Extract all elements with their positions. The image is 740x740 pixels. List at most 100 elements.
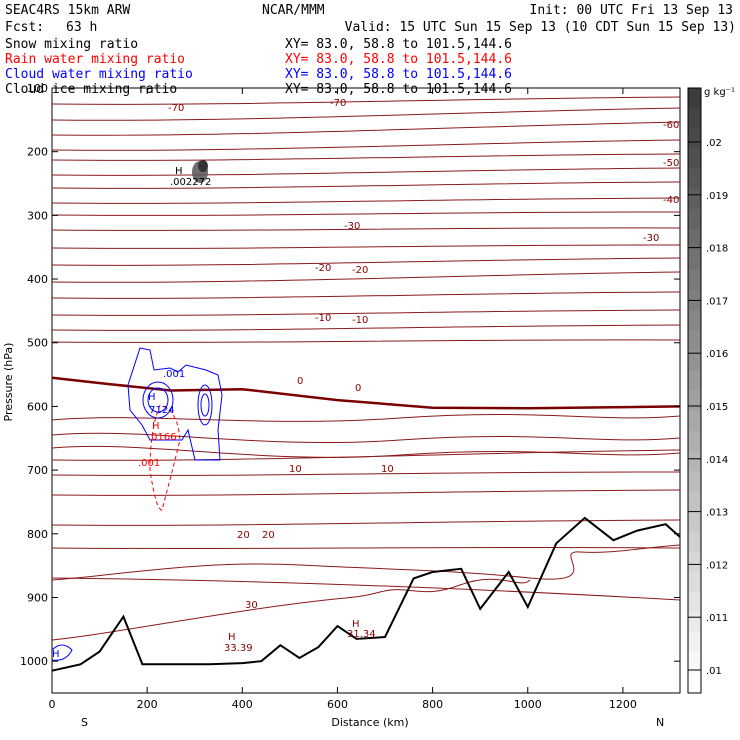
temperature-isotherm [51, 211, 681, 216]
colorbar-segment [688, 309, 701, 331]
isotherm-label: -30 [344, 221, 360, 232]
cloud-water-left-edge [51, 644, 73, 661]
isotherm-label: -10 [352, 315, 368, 326]
temperature-isotherm [51, 227, 681, 231]
x-tick-label: 800 [422, 698, 443, 711]
rain-water-outer [149, 404, 181, 511]
colorbar-segment [688, 350, 701, 371]
legend-cloudice-xy: XY= 83.0, 58.8 to 101.5,144.6 [285, 82, 512, 97]
fcst-value: 63 h [66, 20, 97, 35]
colorbar-segment [688, 632, 701, 654]
snow-max-value: .002272 [170, 177, 211, 188]
snow-core [198, 160, 208, 172]
temperature-isotherm [51, 96, 681, 105]
north-end-label: N [656, 716, 664, 729]
legend: Snow mixing ratio XY= 83.0, 58.8 to 101.… [5, 37, 512, 97]
colorbar-segment [688, 209, 701, 230]
colorbar-segment [688, 592, 701, 613]
colorbar: .02 .019 .018 .017 .016 .015 .014 .013 .012 .011.… [687, 87, 728, 694]
temperature-isotherm [51, 181, 681, 189]
y-tick-label: 500 [27, 337, 48, 350]
y-tick-label: 700 [27, 464, 48, 477]
temperature-isotherm [51, 578, 531, 641]
south-end-label: S [81, 716, 88, 729]
colorbar-tick-label: .018 [706, 244, 728, 255]
isotherm-label: 0 [297, 376, 303, 387]
colorbar-tick-label: .017 [706, 296, 728, 307]
isotherm-label: 20 [262, 530, 275, 541]
isotherm-label: -50 [663, 158, 679, 169]
colorbar-segment [688, 128, 701, 149]
colorbar-tick-label: .012 [706, 560, 728, 571]
cloud-water-inner-3 [197, 384, 213, 426]
colorbar-segment [688, 88, 701, 109]
temperature-isotherm [51, 167, 681, 176]
temperature-isotherm [51, 244, 681, 249]
temperature-contours [51, 96, 681, 641]
x-axis: 0 200 400 600 800 1000 1200 [49, 88, 637, 711]
colorbar-segment [688, 188, 701, 210]
pressure-max-2-value: 31.34 [347, 629, 376, 640]
isotherm-label: -20 [315, 263, 331, 274]
pressure-max-1-marker: H [228, 632, 236, 643]
temperature-labels: -70 -70 -60 -50 -40 -30 -30 -20 -20 -10 -10 0 0 10 10 2… [168, 98, 679, 611]
isotherm-label: -60 [663, 120, 679, 131]
y-tick-label: 900 [27, 591, 48, 604]
zero-isotherm [51, 376, 681, 410]
colorbar-frame [687, 87, 702, 694]
legend-cloudwater-xy: XY= 83.0, 58.8 to 101.5,144.6 [285, 67, 512, 82]
rain-water-contours [149, 404, 181, 511]
colorbar-tick-label: .01 [706, 666, 722, 677]
colorbar-segment [688, 531, 701, 553]
legend-rain-label: Rain water mixing ratio [5, 52, 185, 67]
temperature-isotherm [51, 445, 681, 458]
legend-rain-xy: XY= 83.0, 58.8 to 101.5,144.6 [285, 52, 512, 67]
init-time: Init: 00 UTC Fri 13 Sep 13 [530, 3, 734, 18]
colorbar-tick-label: .02 [706, 138, 722, 149]
colorbar-tick-label: .013 [706, 508, 728, 519]
colorbar-segment [688, 511, 701, 533]
colorbar-tick-label: .015 [706, 402, 728, 413]
y-tick-label: 100 [27, 82, 48, 95]
isotherm-label: -70 [330, 98, 346, 109]
colorbar-segment [688, 249, 701, 270]
temperature-isotherm [51, 546, 681, 550]
colorbar-tick-label: .011 [706, 613, 728, 624]
colorbar-tick-label: .016 [706, 349, 728, 360]
snow-maximum [192, 160, 208, 183]
y-axis-title: Pressure (hPa) [2, 343, 15, 422]
cloud-water-contour-label: .001 [163, 369, 185, 380]
plot-frame [51, 87, 681, 694]
isotherm-label: 20 [237, 530, 250, 541]
colorbar-segment [688, 551, 701, 573]
y-tick-label: 400 [27, 273, 48, 286]
colorbar-segment [688, 410, 701, 432]
isotherm-label: -40 [663, 195, 679, 206]
x-tick-label: 400 [232, 698, 253, 711]
temperature-isotherm [51, 324, 681, 331]
terrain-line [51, 516, 681, 672]
x-tick-label: 600 [327, 698, 348, 711]
colorbar-segment [688, 390, 701, 412]
y-tick-label: 1000 [20, 655, 48, 668]
temperature-isotherm [51, 257, 681, 266]
colorbar-segment [688, 471, 701, 492]
temperature-isotherm [51, 413, 681, 422]
center-label: NCAR/MMM [262, 3, 325, 18]
colorbar-segment [688, 612, 701, 633]
colorbar-segment [688, 652, 701, 674]
legend-snow-xy: XY= 83.0, 58.8 to 101.5,144.6 [285, 37, 512, 52]
colorbar-segment [688, 269, 701, 291]
x-axis-title: Distance (km) [331, 716, 408, 729]
rain-max-value: .0166 [148, 432, 177, 443]
isotherm-label: -10 [315, 313, 331, 324]
temperature-isotherm [51, 339, 681, 343]
temperature-isotherm [51, 309, 681, 316]
colorbar-unit: g kg⁻¹ [704, 87, 735, 98]
y-tick-label: 200 [27, 146, 48, 159]
rain-max-marker: H [152, 421, 160, 432]
cloud-water-inner-1 [142, 381, 174, 419]
temperature-isotherm [51, 544, 681, 581]
